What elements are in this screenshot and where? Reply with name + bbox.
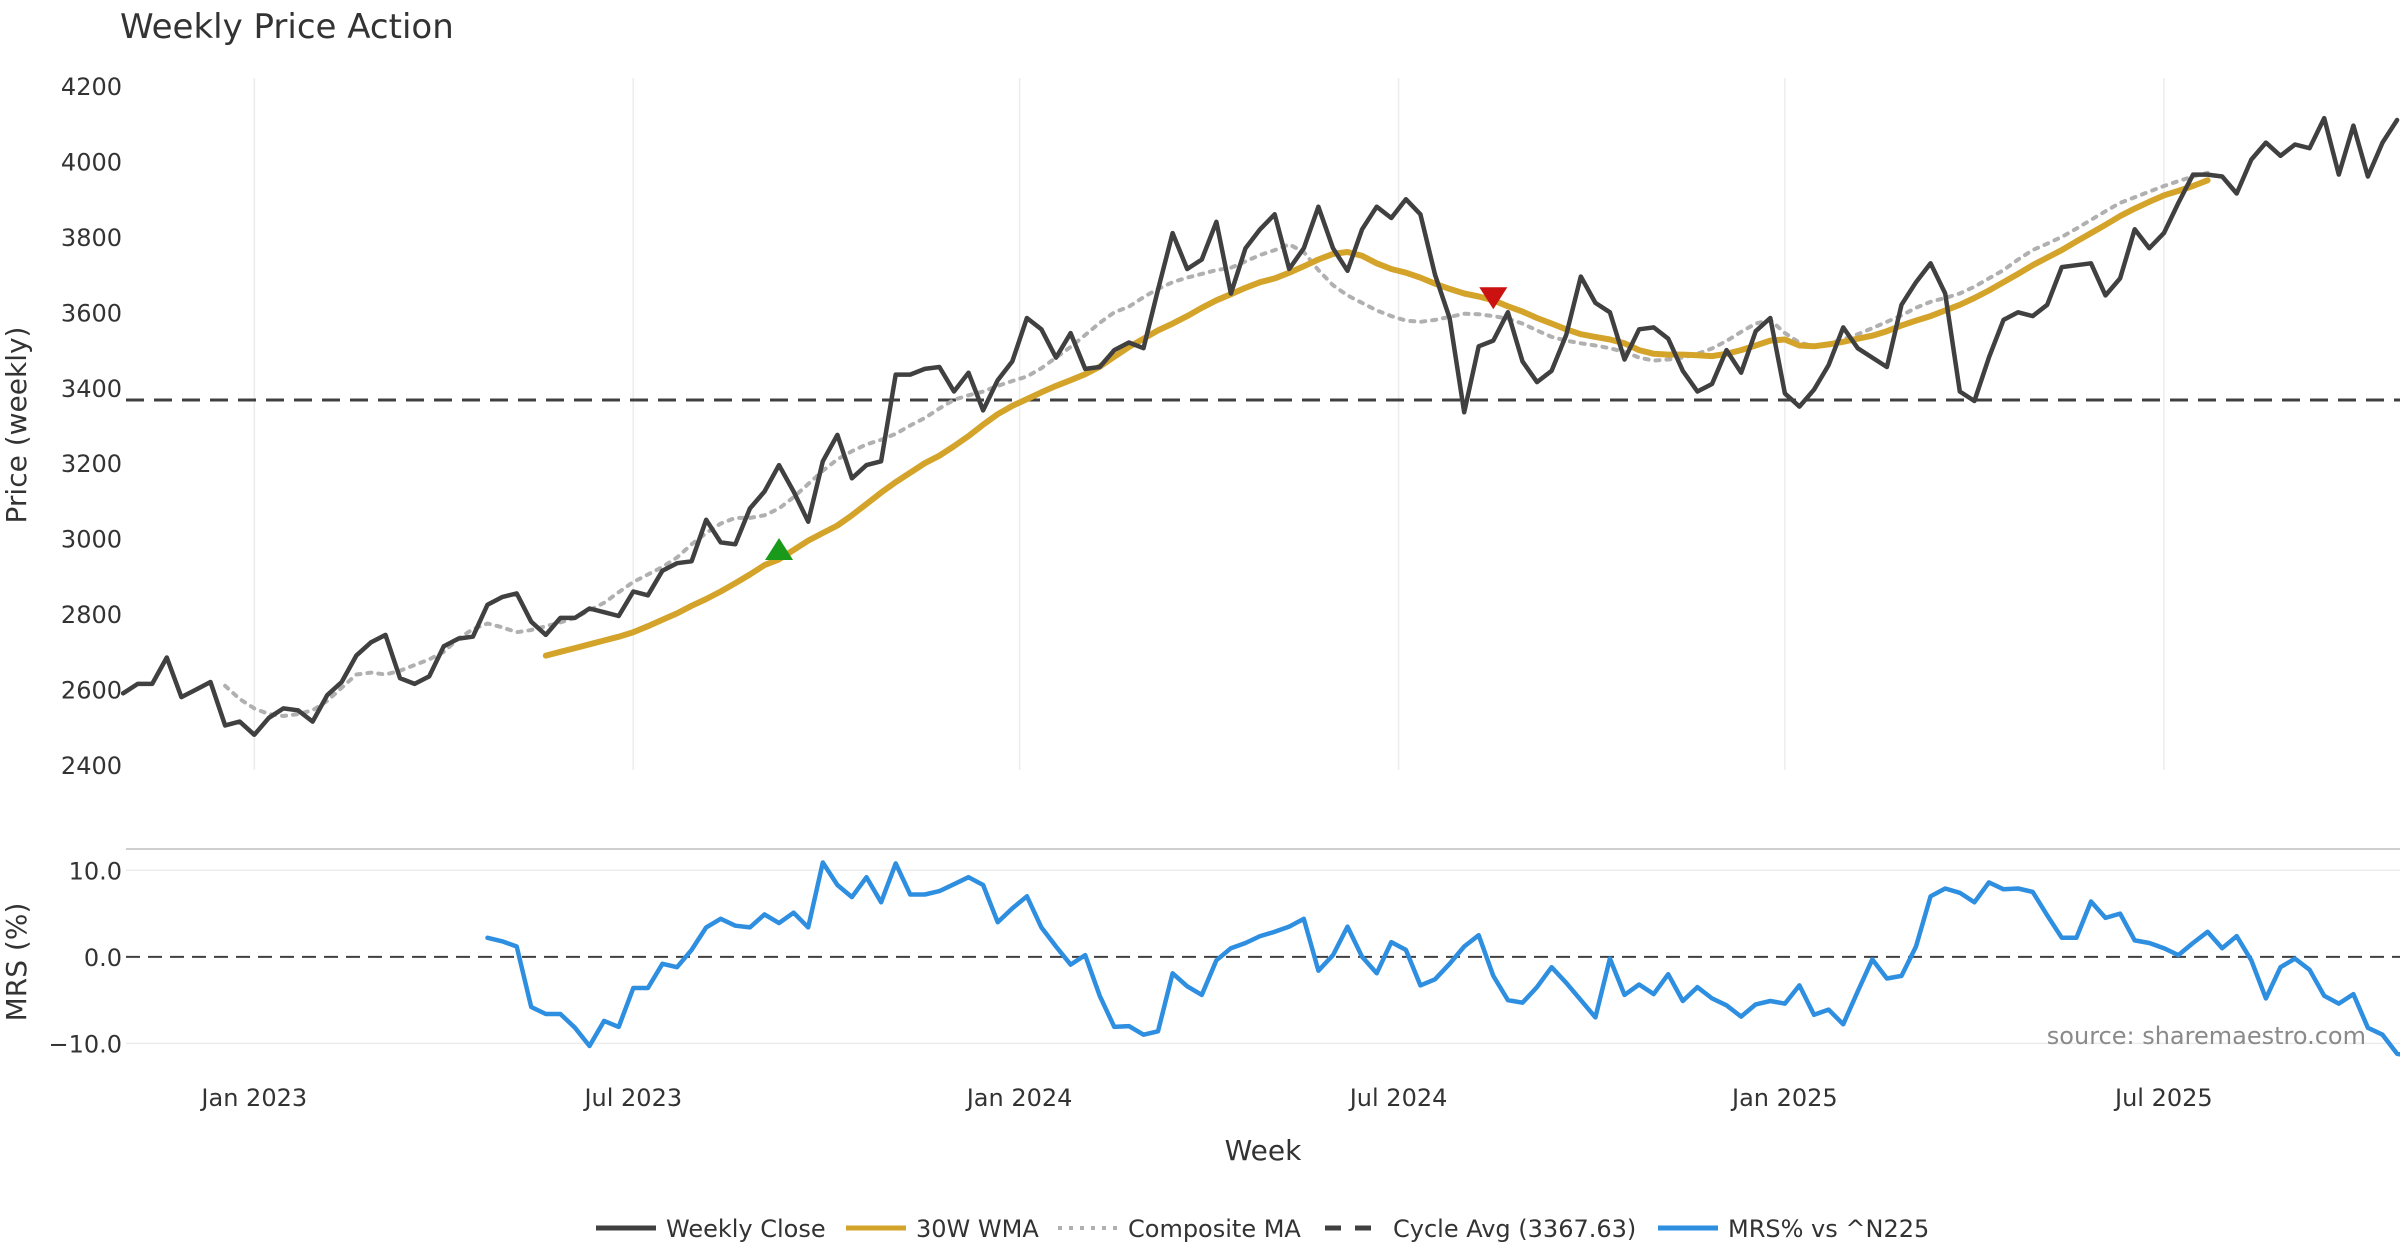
price-y-tick-label: 4200 — [61, 73, 122, 101]
series-line-30w-wma — [542, 177, 2211, 659]
series-line-mrs-vs-n225 — [485, 860, 2400, 1057]
legend-label: Cycle Avg (3367.63) — [1393, 1215, 1636, 1243]
legend-label: MRS% vs ^N225 — [1728, 1215, 1929, 1243]
mrs-y-axis: 10.0 0.0 −10.0 — [48, 857, 122, 1058]
price-y-axis-title: Price (weekly) — [0, 327, 33, 524]
x-axis-title: Week — [1225, 1134, 1302, 1167]
mrs-y-tick-label: −10.0 — [48, 1030, 122, 1058]
x-tick-label: Jan 2025 — [1730, 1084, 1838, 1112]
buy-signal-marker — [765, 537, 794, 560]
x-tick-label: Jan 2023 — [199, 1084, 307, 1112]
price-y-axis: 2400 2600 2800 3000 3200 3400 3600 3800 4000 4200 — [61, 73, 122, 780]
signal-markers — [765, 287, 1508, 560]
price-y-tick-label: 4000 — [61, 148, 122, 176]
mrs-y-axis-title: MRS (%) — [0, 903, 33, 1022]
mrs-series-group — [485, 860, 2400, 1057]
legend: Weekly Close 30W WMA Composite MA Cycle Avg… — [596, 1215, 1929, 1243]
x-tick-label: Jul 2024 — [1348, 1084, 1448, 1112]
price-y-tick-label: 3000 — [61, 526, 122, 554]
price-y-tick-label: 2800 — [61, 601, 122, 629]
sell-signal-marker — [1479, 287, 1508, 310]
price-series-group — [120, 115, 2400, 738]
price-y-tick-label: 3200 — [61, 450, 122, 478]
legend-label: 30W WMA — [916, 1215, 1039, 1243]
chart-title: Weekly Price Action — [120, 7, 454, 47]
price-y-tick-label: 3600 — [61, 299, 122, 327]
x-tick-label: Jul 2023 — [582, 1084, 682, 1112]
price-y-tick-label: 2600 — [61, 677, 122, 705]
x-axis: Jan 2023 Jul 2023 Jan 2024 Jul 2024 Jan 2025… — [199, 1084, 2212, 1112]
price-grid — [253, 78, 2165, 770]
price-y-tick-label: 2400 — [61, 752, 122, 780]
series-line-weekly-close — [120, 115, 2400, 738]
price-y-tick-label: 3800 — [61, 224, 122, 252]
price-y-tick-label: 3400 — [61, 375, 122, 403]
source-label: source: sharemaestro.com — [2047, 1022, 2366, 1050]
x-tick-label: Jan 2024 — [965, 1084, 1073, 1112]
series-line-composite-ma — [223, 170, 2210, 718]
legend-label: Weekly Close — [666, 1215, 826, 1243]
mrs-y-tick-label: 10.0 — [69, 857, 122, 885]
x-tick-label: Jul 2025 — [2113, 1084, 2213, 1112]
mrs-grid — [126, 869, 2400, 1045]
mrs-y-tick-label: 0.0 — [84, 944, 122, 972]
legend-label: Composite MA — [1128, 1215, 1301, 1243]
